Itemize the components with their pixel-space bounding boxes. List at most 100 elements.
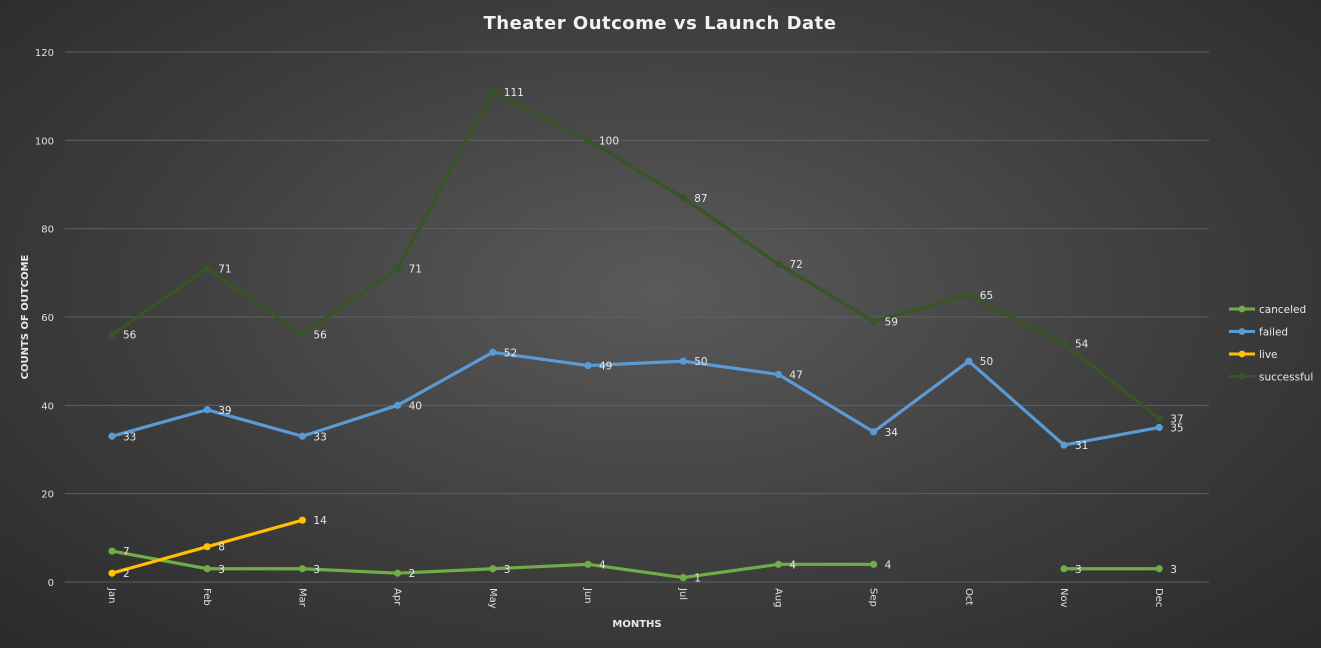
data-point-successful	[965, 291, 973, 299]
data-label-canceled: 4	[885, 559, 892, 571]
data-point-canceled	[1060, 565, 1068, 573]
data-point-successful	[394, 264, 402, 273]
data-label-failed: 50	[694, 356, 707, 368]
data-point-successful	[1060, 339, 1068, 348]
data-point-canceled	[298, 565, 306, 573]
legend-item-canceled: canceled	[1229, 304, 1306, 316]
data-point-live	[203, 543, 211, 551]
x-tick-label: Aug	[772, 588, 783, 608]
y-tick-label: 120	[35, 48, 54, 59]
gridlines	[65, 51, 1209, 583]
data-point-successful	[298, 331, 306, 339]
data-label-failed: 39	[218, 405, 231, 417]
data-label-failed: 47	[789, 369, 802, 381]
y-tick-label: 100	[35, 136, 54, 147]
data-point-canceled	[108, 547, 116, 555]
data-label-successful: 37	[1170, 414, 1183, 426]
data-label-failed: 49	[599, 361, 612, 373]
x-tick-label: Feb	[201, 588, 212, 606]
x-tick-label: Jul	[677, 587, 688, 600]
series-successful	[108, 88, 1163, 423]
y-tick-label: 60	[41, 313, 54, 324]
data-label-failed: 50	[980, 356, 993, 368]
series-canceled	[108, 547, 1163, 582]
x-tick-label: Mar	[296, 588, 307, 608]
x-tick-label: Nov	[1058, 588, 1069, 608]
data-point-failed	[870, 428, 878, 436]
data-point-successful	[679, 194, 687, 202]
data-point-failed	[679, 357, 687, 365]
data-point-failed	[1060, 441, 1068, 449]
data-point-canceled	[774, 560, 783, 568]
data-label-successful: 72	[789, 259, 802, 271]
data-point-live	[298, 516, 306, 524]
data-label-canceled: 2	[409, 568, 416, 580]
data-label-failed: 33	[313, 431, 326, 443]
data-point-successful	[108, 331, 116, 339]
data-label-successful: 65	[980, 290, 993, 302]
x-axis-ticks: Jan Feb Mar Apr May Jun Jul Aug Sep Oct Nov Dec	[106, 587, 1164, 609]
data-point-successful	[584, 136, 592, 144]
data-point-failed	[394, 401, 402, 409]
x-tick-label: Apr	[392, 588, 403, 606]
legend-label: successful	[1259, 372, 1313, 384]
data-label-failed: 35	[1170, 422, 1183, 434]
data-point-failed	[1155, 423, 1163, 432]
legend-swatch-marker	[1238, 328, 1246, 335]
legend-label: failed	[1259, 327, 1288, 339]
x-tick-label: Dec	[1153, 588, 1164, 607]
y-axis-ticks: 0 20 40 60 80 100 120	[35, 48, 54, 589]
x-tick-label: Sep	[868, 588, 879, 607]
data-point-canceled	[203, 565, 211, 573]
y-tick-label: 40	[41, 401, 54, 412]
data-label-canceled: 3	[313, 564, 320, 576]
y-tick-label: 20	[41, 490, 54, 501]
legend-item-failed: failed	[1229, 327, 1288, 339]
legend-item-successful: successful	[1229, 372, 1313, 384]
x-tick-label: May	[487, 588, 498, 609]
legend-label: live	[1259, 349, 1278, 361]
data-label-failed: 31	[1075, 440, 1088, 452]
x-tick-label: Jan	[106, 587, 117, 603]
data-point-failed	[965, 357, 973, 365]
data-label-canceled: 3	[1170, 564, 1177, 576]
x-axis-title: MONTHS	[612, 619, 661, 630]
data-label-successful: 56	[123, 330, 137, 342]
data-label-canceled: 3	[504, 564, 511, 576]
y-tick-label: 0	[48, 578, 54, 589]
data-point-successful	[1155, 414, 1163, 423]
legend: canceled failed live successful	[1229, 304, 1313, 384]
legend-swatch-marker	[1238, 305, 1246, 313]
data-label-canceled: 7	[123, 546, 130, 558]
data-point-canceled	[1155, 565, 1163, 573]
legend-item-live: live	[1229, 349, 1278, 361]
series-line-successful	[110, 90, 1161, 421]
legend-swatch-marker	[1238, 373, 1246, 380]
data-point-failed	[203, 406, 211, 414]
data-label-successful: 59	[885, 316, 898, 328]
series-failed	[108, 348, 1163, 449]
data-label-successful: 54	[1075, 339, 1089, 351]
data-point-successful	[870, 317, 878, 326]
data-label-successful: 71	[218, 263, 231, 275]
legend-swatch-marker	[1238, 350, 1246, 358]
data-label-successful: 87	[694, 193, 707, 205]
data-label-live: 8	[218, 542, 225, 554]
data-label-canceled: 1	[694, 573, 701, 585]
data-point-canceled	[679, 573, 687, 582]
data-point-successful	[774, 260, 783, 268]
data-label-canceled: 4	[789, 559, 796, 571]
series-line-canceled	[110, 549, 876, 580]
data-point-failed	[584, 361, 592, 370]
data-point-failed	[298, 432, 306, 440]
legend-label: canceled	[1259, 304, 1306, 316]
data-label-failed: 40	[409, 400, 422, 412]
data-label-failed: 52	[504, 347, 517, 359]
data-label-successful: 111	[504, 87, 524, 99]
data-label-canceled: 4	[599, 559, 606, 571]
series-live	[108, 516, 306, 577]
data-label-successful: 71	[409, 263, 422, 275]
data-point-failed	[774, 370, 783, 379]
